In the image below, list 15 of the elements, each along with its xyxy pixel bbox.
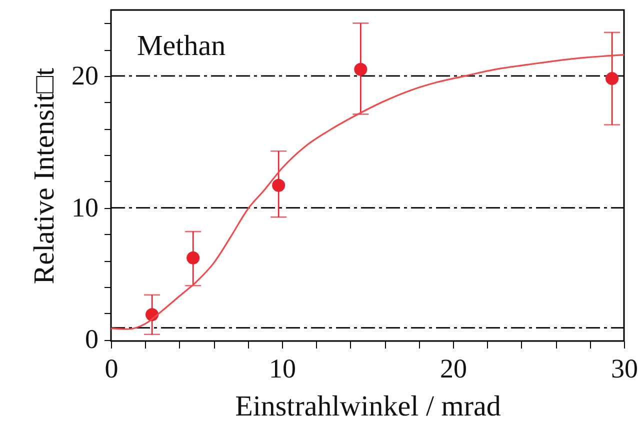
- y-tick-label: 0: [85, 324, 98, 354]
- point: [186, 251, 200, 264]
- y-axis-title: Relative Intensit□t: [28, 68, 60, 284]
- point: [272, 178, 286, 192]
- x-tick-label: 20: [440, 354, 467, 384]
- point: [606, 72, 619, 86]
- y-tick-label: 10: [72, 192, 98, 222]
- line-series: [110, 54, 625, 330]
- x-axis-title: Einstrahlwinkel / mrad: [235, 390, 502, 422]
- x-tick-label: 10: [269, 354, 296, 384]
- annotation: Methan: [137, 30, 226, 62]
- y-tick-label: 20: [72, 60, 98, 90]
- point: [354, 62, 368, 76]
- x-tick-label: 30: [611, 354, 638, 384]
- x-tick-label: 0: [104, 354, 118, 384]
